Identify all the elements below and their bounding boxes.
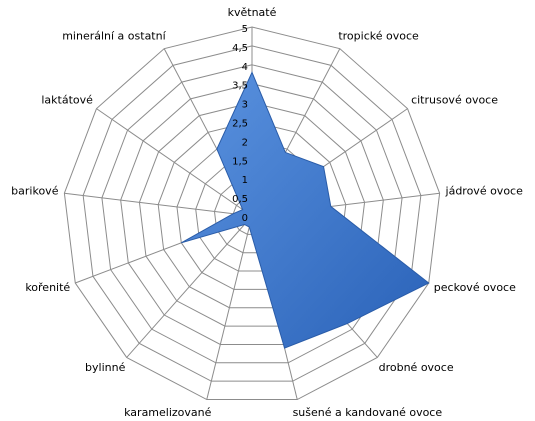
category-label: bylinné [85,361,126,374]
grid-line [63,26,441,401]
grid-line [138,102,366,327]
grid-line [101,64,403,364]
category-label: minerální a ostatní [62,29,166,42]
tick-label: 1,5 [232,156,248,167]
tick-label: 2 [242,137,248,148]
category-label: tropické ovoce [338,29,419,42]
grid-line [157,120,347,309]
category-label: peckové ovoce [434,281,516,294]
category-label: jádrové ovoce [445,185,524,198]
data-area [181,71,430,349]
grid-line [120,83,384,345]
axis-spoke [206,215,253,400]
tick-label: 2,5 [232,119,248,130]
tick-label: 1 [242,175,248,186]
category-label: drobné ovoce [379,361,454,374]
category-label: citrusové ovoce [411,94,498,107]
category-label: barikové [11,185,59,198]
tick-label: 4 [242,62,248,73]
tick-label: 3,5 [232,81,248,92]
grid-line [82,45,422,382]
tick-label: 3 [242,100,248,111]
axis-spoke [126,215,253,358]
tick-label: 5 [242,24,248,35]
category-label: karamelizované [124,406,212,419]
axis-spoke [96,108,253,217]
axis-spoke [64,192,253,217]
category-label: sušené a kandované ovoce [293,406,443,419]
category-label: kořenité [25,281,70,294]
category-label: květnaté [228,6,277,19]
tick-label: 0 [242,213,248,224]
tick-label: 4,5 [232,43,248,54]
tick-label: 0,5 [232,194,248,205]
category-label: laktátové [41,94,93,107]
